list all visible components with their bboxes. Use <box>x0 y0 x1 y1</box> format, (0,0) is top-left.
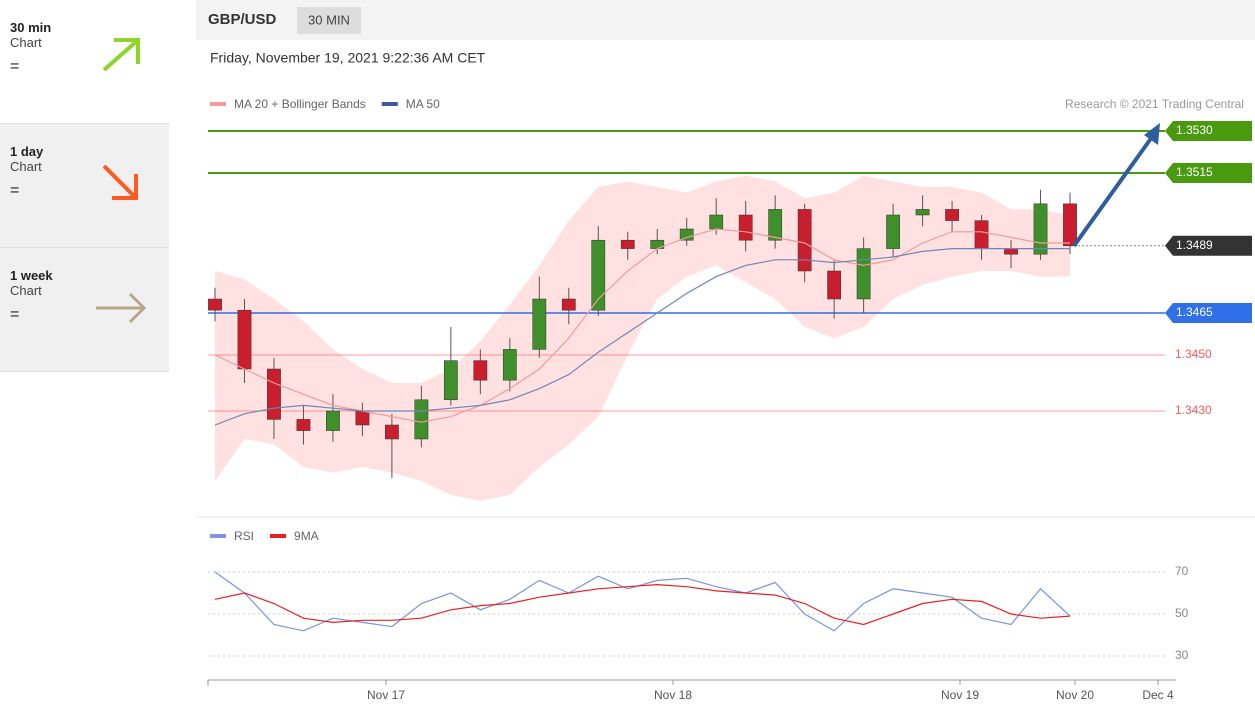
header <box>196 0 1255 40</box>
x-tick-label: Nov 18 <box>654 688 692 702</box>
trend: = <box>10 58 20 75</box>
period: 1 week <box>10 268 53 283</box>
level-label: 1.3430 <box>1175 403 1212 417</box>
candle-body <box>679 228 694 241</box>
bollinger-band <box>215 175 1070 501</box>
legend-label: MA 50 <box>406 97 440 111</box>
candle-body <box>915 209 930 216</box>
candle-body <box>797 209 812 272</box>
y-tick-label: 70 <box>1175 564 1189 578</box>
candle-body <box>1004 248 1018 255</box>
ma-line <box>214 248 1070 426</box>
label: Chart <box>10 35 42 50</box>
timeframe-item[interactable]: 1 week Chart = <box>0 248 169 372</box>
legend-swatch <box>210 102 226 106</box>
y-tick-label: 30 <box>1175 648 1189 662</box>
series-line <box>214 583 1071 626</box>
projection-arrow <box>1072 135 1154 247</box>
trend-arrow <box>96 292 147 324</box>
candle-body <box>326 410 340 431</box>
level-tag <box>1165 235 1252 256</box>
candle-body <box>561 298 576 311</box>
candle-body <box>620 239 635 249</box>
interval-badge[interactable] <box>297 7 361 34</box>
legend-swatch <box>210 534 226 538</box>
candle-body <box>827 270 842 300</box>
legend-label: 9MA <box>294 529 319 543</box>
timestamp: Friday, November 19, 2021 9:22:36 AM CET <box>210 50 486 66</box>
legend-label: RSI <box>234 529 254 543</box>
x-tick-label: Nov 17 <box>367 688 405 702</box>
candle-body <box>738 214 753 241</box>
label: Chart <box>10 283 42 298</box>
candle-body <box>443 360 458 401</box>
legend-swatch <box>381 102 398 106</box>
candle-body <box>945 209 959 221</box>
candle-body <box>974 220 989 249</box>
period: 30 min <box>10 20 52 35</box>
y-tick-label: 50 <box>1175 606 1189 620</box>
interval: 30 MIN <box>308 12 350 27</box>
candle-body <box>1033 203 1048 255</box>
legend-swatch <box>270 534 287 538</box>
candle-body <box>1063 203 1077 247</box>
x-tick-label: Nov 20 <box>1056 688 1094 702</box>
candle-body <box>473 360 488 381</box>
credit: Research © 2021 Trading Central <box>1065 97 1244 111</box>
candle-body <box>355 410 370 426</box>
level-label: 1.3530 <box>1176 123 1213 137</box>
candle-body <box>768 209 783 241</box>
candle-body <box>856 248 871 300</box>
candle-body <box>267 368 281 420</box>
level-label: 1.3465 <box>1176 305 1213 319</box>
level-label: 1.3450 <box>1175 347 1212 361</box>
candle-body <box>532 298 547 350</box>
candle-body <box>414 399 429 440</box>
projection-arrowhead <box>1144 123 1160 145</box>
symbol: GBP/USD <box>208 11 277 28</box>
candle-body <box>502 349 517 381</box>
candle-body <box>296 419 311 431</box>
period: 1 day <box>10 144 44 159</box>
level-tag <box>1165 163 1252 183</box>
legend-label: MA 20 + Bollinger Bands <box>234 97 366 111</box>
label: Chart <box>10 159 42 174</box>
x-tick-label: Dec 4 <box>1142 688 1174 702</box>
candle-body <box>208 298 222 311</box>
candle-body <box>591 239 606 311</box>
trend: = <box>10 182 20 199</box>
candle-body <box>385 424 399 440</box>
candle-body <box>709 214 724 230</box>
level-label: 1.3515 <box>1176 165 1213 179</box>
candle-body <box>237 309 252 370</box>
sidebar: 30 min Chart = 1 day Chart = 1 week Char… <box>0 0 169 372</box>
timeframe-item[interactable]: 30 min Chart = <box>0 0 169 124</box>
candle-body <box>886 214 900 249</box>
x-tick-label: Nov 19 <box>941 688 979 702</box>
level-tag <box>1165 303 1252 323</box>
trend-arrow <box>102 38 140 72</box>
trend: = <box>10 306 20 323</box>
series-line <box>214 571 1071 632</box>
trend-arrow <box>102 164 138 200</box>
timeframe-item[interactable]: 1 day Chart = <box>0 124 169 248</box>
level-tag <box>1165 121 1252 141</box>
level-label: 1.3489 <box>1176 238 1213 252</box>
